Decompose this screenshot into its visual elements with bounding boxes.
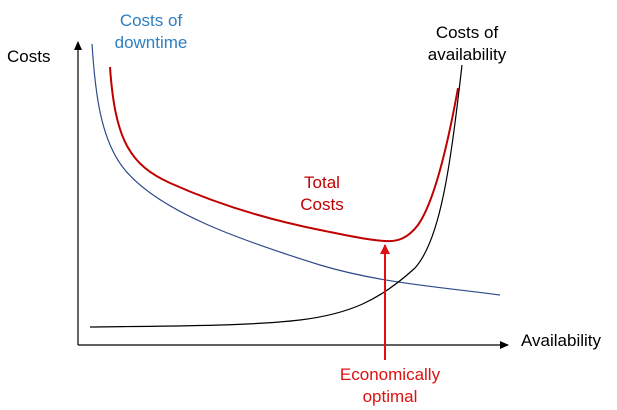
availability-curve-label: Costs of availability xyxy=(412,22,522,66)
downtime-cost-curve xyxy=(91,43,501,296)
downtime-label-line1: Costs of xyxy=(119,11,183,30)
optimum-label-line2: optimal xyxy=(362,387,418,406)
y-axis-label: Costs xyxy=(7,47,51,66)
downtime-label-line2: downtime xyxy=(114,33,188,52)
availability-label-line1: Costs of xyxy=(435,23,499,42)
optimum-label-line1: Economically xyxy=(339,365,441,384)
availability-label-line2: availability xyxy=(427,45,507,64)
total-label-line1: Total xyxy=(304,173,340,192)
total-cost-curve xyxy=(109,66,459,243)
total-costs-label: Total Costs xyxy=(287,172,357,216)
total-label-line2: Costs xyxy=(300,195,344,214)
x-axis-label: Availability xyxy=(521,331,602,350)
availability-cost-curve xyxy=(89,64,463,328)
downtime-curve-label: Costs of downtime xyxy=(96,10,206,54)
economically-optimal-label: Economically optimal xyxy=(325,364,455,408)
